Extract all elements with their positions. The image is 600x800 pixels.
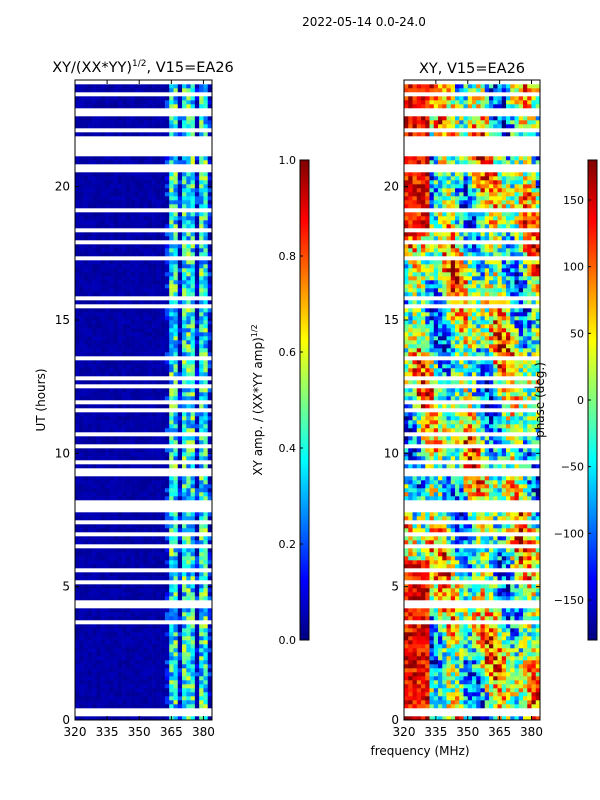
amplitude-xtick-label: 350 — [128, 725, 151, 739]
amplitude-ytick-label: 10 — [55, 446, 70, 460]
amplitude-ytick-label: 15 — [55, 313, 70, 327]
amplitude-heatmap — [74, 79, 213, 721]
phase-colorbar-tick-label: −50 — [561, 461, 584, 474]
amplitude-colorbar-label: XY amp. / (XX*YY amp)1/2 — [250, 324, 265, 475]
phase-ytick-label: 5 — [391, 580, 399, 594]
phase-ytick-label: 10 — [384, 446, 399, 460]
amplitude-colorbar-ticks: 0.0 0.2 0.4 0.6 0.8 1.0 — [279, 154, 303, 647]
amplitude-xtick-label: 335 — [96, 725, 119, 739]
phase-xlabel: frequency (MHz) — [370, 744, 469, 758]
amplitude-colorbar-tick-label: 0.6 — [279, 346, 297, 359]
amplitude-xtick-label: 380 — [192, 725, 215, 739]
phase-xtick-label: 320 — [393, 725, 416, 739]
phase-colorbar-tick-label: −100 — [554, 527, 584, 540]
figure-title: 2022-05-14 0.0-24.0 — [302, 15, 426, 29]
amplitude-colorbar-gradient — [299, 159, 310, 641]
phase-colorbar-ticks: −150 −100 −50 0 50 100 150 — [554, 194, 591, 607]
amplitude-title: XY/(XX*YY)1/2, V15=EA26 — [52, 59, 234, 76]
phase-xtick-label: 350 — [456, 725, 479, 739]
amplitude-ytick-label: 20 — [55, 180, 70, 194]
amplitude-ytick-label: 0 — [62, 713, 70, 727]
phase-axes: 320 335 350 365 380 0 5 10 15 20 — [384, 80, 543, 739]
phase-ytick-label: 0 — [391, 713, 399, 727]
amplitude-colorbar-tick-label: 0.4 — [279, 442, 297, 455]
phase-ytick-label: 15 — [384, 313, 399, 327]
phase-xtick-label: 335 — [424, 725, 447, 739]
phase-ytick-label: 20 — [384, 180, 399, 194]
phase-colorbar-tick-label: 50 — [570, 327, 584, 340]
phase-title: XY, V15=EA26 — [419, 61, 525, 77]
amplitude-colorbar-tick-label: 0.8 — [279, 250, 297, 263]
amplitude-xtick-label: 320 — [64, 725, 87, 739]
phase-colorbar-tick-label: −150 — [554, 594, 584, 607]
amplitude-colorbar: 0.0 0.2 0.4 0.6 0.8 1.0 XY amp. / (XX*YY amp)… — [250, 154, 310, 647]
phase-heatmap — [403, 79, 541, 721]
amplitude-panel: XY/(XX*YY)1/2, V15=EA26 320 335 350 365 380 0… — [34, 59, 234, 739]
amplitude-ylabel: UT (hours) — [34, 368, 48, 431]
phase-xtick-label: 365 — [488, 725, 511, 739]
phase-colorbar-label: phase (deg.) — [533, 362, 547, 438]
phase-xtick-label: 380 — [520, 725, 543, 739]
amplitude-colorbar-tick-label: 1.0 — [279, 154, 297, 167]
phase-colorbar-tick-label: 0 — [577, 394, 584, 407]
phase-colorbar-tick-label: 150 — [563, 194, 584, 207]
amplitude-xtick-label: 365 — [160, 725, 183, 739]
amplitude-colorbar-tick-label: 0.2 — [279, 538, 297, 551]
phase-colorbar: −150 −100 −50 0 50 100 150 phase (deg.) — [533, 159, 598, 641]
amplitude-axes: 320 335 350 365 380 0 5 10 15 20 — [55, 80, 215, 739]
phase-panel: XY, V15=EA26 320 335 350 365 380 0 5 10 15 20 fre… — [370, 61, 542, 758]
phase-colorbar-tick-label: 100 — [563, 261, 584, 274]
amplitude-colorbar-tick-label: 0.0 — [279, 634, 297, 647]
amplitude-ytick-label: 5 — [62, 580, 70, 594]
